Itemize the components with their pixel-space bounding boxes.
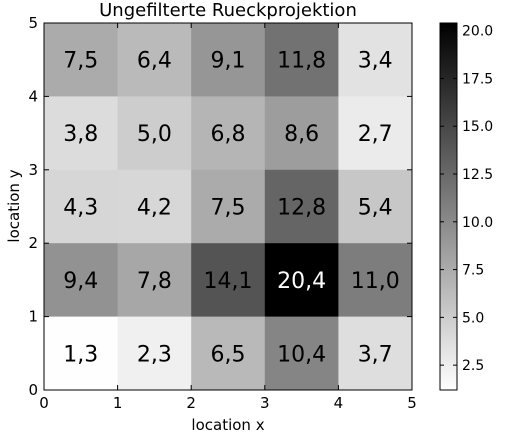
colorbar-tick-label: 2.5 xyxy=(462,358,484,374)
cell-value-label: 7,5 xyxy=(63,49,98,74)
colorbar-tick-label: 15.0 xyxy=(462,119,493,135)
colorbar-tick-label: 12.5 xyxy=(462,167,493,183)
cell-value-label: 4,3 xyxy=(63,196,98,221)
x-tick-label: 0 xyxy=(39,394,49,412)
cell-value-label: 10,4 xyxy=(277,342,326,367)
heatmap-cell xyxy=(264,316,339,391)
y-tick-label: 4 xyxy=(28,87,38,105)
cell-value-label: 7,5 xyxy=(211,196,246,221)
cell-value-label: 11,8 xyxy=(277,49,326,74)
heatmap-cell xyxy=(117,169,192,244)
cell-value-label: 12,8 xyxy=(277,196,326,221)
cell-value-label: 6,4 xyxy=(137,49,172,74)
cell-value-label: 8,6 xyxy=(284,122,319,147)
heatmap-cell xyxy=(117,316,192,391)
heatmap-cell xyxy=(117,23,192,97)
y-axis-ticks: 0 1 2 3 4 5 xyxy=(28,14,412,399)
heatmap-cell xyxy=(44,243,119,318)
heatmap-cell xyxy=(117,96,192,171)
y-tick-label: 5 xyxy=(28,14,38,32)
heatmap-cell xyxy=(117,243,192,318)
heatmap-cell xyxy=(338,243,413,318)
heatmap-cell xyxy=(264,243,339,318)
heatmap-cell xyxy=(191,169,266,244)
heatmap-cell xyxy=(191,243,266,318)
heatmap-cell xyxy=(338,96,413,171)
cell-value-label: 2,3 xyxy=(137,342,172,367)
y-tick-label: 0 xyxy=(28,381,38,399)
cell-value-label: 1,3 xyxy=(63,342,98,367)
cell-value-label: 20,4 xyxy=(277,269,326,294)
cell-value-label: 2,7 xyxy=(358,122,393,147)
y-tick-label: 2 xyxy=(28,234,38,252)
colorbar-tick-label: 10.0 xyxy=(462,215,493,231)
colorbar-ticks: 2.5 5.0 7.5 10.0 12.5 15.0 17.5 20.0 xyxy=(440,24,493,374)
heatmap-cell xyxy=(264,23,339,97)
cell-value-label: 7,8 xyxy=(137,269,172,294)
cell-value-label: 3,4 xyxy=(358,49,393,74)
x-tick-label: 3 xyxy=(260,394,270,412)
x-axis-ticks: 0 1 2 3 4 5 xyxy=(39,23,417,412)
x-tick-label: 1 xyxy=(113,394,123,412)
cell-value-label: 3,7 xyxy=(358,342,393,367)
chart-title: Ungefilterte Rueckprojektion xyxy=(99,0,357,21)
cell-value-label: 3,8 xyxy=(63,122,98,147)
cell-value-label: 11,0 xyxy=(351,269,400,294)
heatmap-cell xyxy=(44,96,119,171)
cell-value-label: 5,4 xyxy=(358,196,393,221)
heatmap-cell xyxy=(44,23,119,97)
x-tick-label: 2 xyxy=(186,394,196,412)
colorbar xyxy=(439,22,458,391)
heatmap-cell xyxy=(338,23,413,97)
colorbar-tick-label: 20.0 xyxy=(462,24,493,40)
x-tick-label: 4 xyxy=(334,394,344,412)
y-tick-label: 1 xyxy=(28,308,38,326)
heatmap-cell xyxy=(264,169,339,244)
heatmap-cell xyxy=(264,96,339,171)
plot-frame xyxy=(43,22,413,391)
heatmap-cell xyxy=(44,169,119,244)
y-axis-label: location y xyxy=(5,169,23,242)
x-axis-label: location x xyxy=(191,416,264,434)
colorbar-tick-label: 5.0 xyxy=(462,310,484,326)
heatmap-cell xyxy=(338,169,413,244)
y-tick-label: 3 xyxy=(28,161,38,179)
x-tick-label: 5 xyxy=(407,394,417,412)
colorbar-tick-label: 17.5 xyxy=(462,71,493,87)
cell-value-label: 9,1 xyxy=(211,49,246,74)
heatmap-cell xyxy=(338,316,413,391)
colorbar-tick-label: 7.5 xyxy=(462,263,484,279)
cell-value-label: 4,2 xyxy=(137,196,172,221)
heatmap-cell xyxy=(191,316,266,391)
heatmap-cell xyxy=(44,316,119,391)
cell-value-label: 14,1 xyxy=(204,269,253,294)
cell-value-label: 6,8 xyxy=(211,122,246,147)
heatmap-cells xyxy=(44,23,413,391)
heatmap-cell xyxy=(191,23,266,97)
cell-value-label: 6,5 xyxy=(211,342,246,367)
cell-value-label: 9,4 xyxy=(63,269,98,294)
heatmap-cell-labels: 7,5 6,4 9,1 11,8 3,4 3,8 5,0 6,8 8,6 2,7 4,3 4,2 7,5… xyxy=(63,49,399,368)
heatmap-cell xyxy=(191,96,266,171)
cell-value-label: 5,0 xyxy=(137,122,172,147)
